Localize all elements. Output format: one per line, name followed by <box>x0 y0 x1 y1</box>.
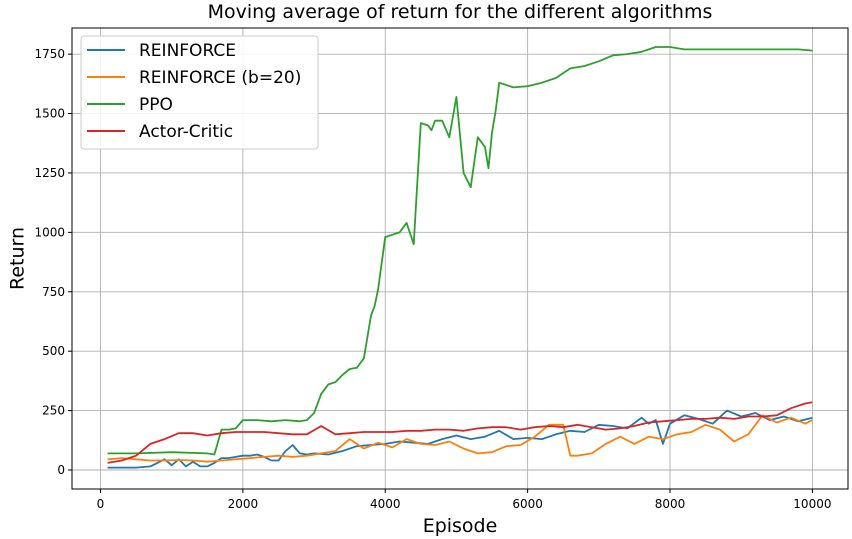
x-tick-label: 6000 <box>512 497 543 511</box>
legend-entry: Actor-Critic <box>139 122 233 142</box>
series-line-2 <box>107 46 813 456</box>
series-lines <box>107 46 813 469</box>
series-line-1 <box>107 414 813 463</box>
y-axis-label: Return <box>7 227 29 290</box>
y-tick-label: 500 <box>42 344 65 358</box>
legend-entry: PPO <box>139 95 173 115</box>
legend: REINFORCE REINFORCE (b=20) PPO Actor-Critic <box>80 35 319 150</box>
x-tick-label: 8000 <box>655 497 686 511</box>
y-tick-label: 1500 <box>34 107 65 121</box>
plot-frame <box>71 27 849 490</box>
chart-title: Moving average of return for the differe… <box>208 1 713 23</box>
axis-ticks: 0 2000 4000 6000 8000 10000 0 250 500 750 1000 1250… <box>34 47 831 511</box>
x-tick-label: 4000 <box>370 497 401 511</box>
grid <box>72 28 848 489</box>
legend-box <box>80 35 319 150</box>
series-line-3 <box>107 401 813 464</box>
y-tick-label: 1000 <box>34 225 65 239</box>
x-tick-label: 2000 <box>228 497 259 511</box>
y-tick-label: 1250 <box>34 166 65 180</box>
y-tick-label: 750 <box>42 285 65 299</box>
x-tick-label: 0 <box>97 497 105 511</box>
series-line-0 <box>107 409 813 469</box>
x-axis-label: Episode <box>423 515 498 537</box>
legend-entry: REINFORCE <box>139 41 236 61</box>
y-tick-label: 1750 <box>34 47 65 61</box>
y-tick-label: 0 <box>57 463 65 477</box>
x-tick-label: 10000 <box>793 497 831 511</box>
y-tick-label: 250 <box>42 404 65 418</box>
legend-entry: REINFORCE (b=20) <box>139 68 301 88</box>
